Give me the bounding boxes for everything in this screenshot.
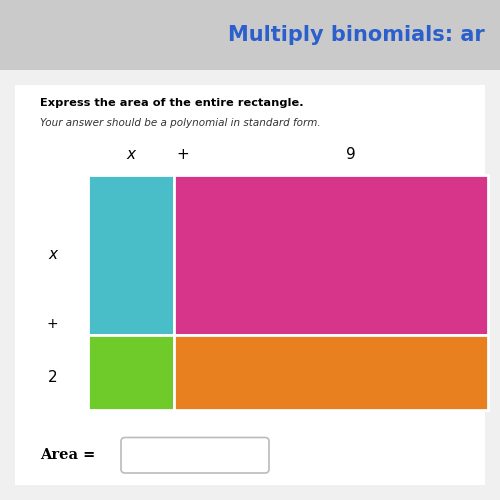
Text: Area =: Area = xyxy=(40,448,95,462)
Text: Your answer should be a polynomial in standard form.: Your answer should be a polynomial in st… xyxy=(40,118,320,128)
Text: Express the area of the entire rectangle.: Express the area of the entire rectangle… xyxy=(40,98,304,108)
Text: Multiply binomials: ar: Multiply binomials: ar xyxy=(228,25,485,45)
Bar xyxy=(0,0,500,70)
FancyBboxPatch shape xyxy=(121,438,269,473)
Bar xyxy=(174,335,488,410)
Text: +: + xyxy=(176,148,189,162)
Bar xyxy=(88,175,174,335)
Bar xyxy=(0,70,500,500)
Text: 9: 9 xyxy=(346,148,356,162)
Bar xyxy=(174,175,488,335)
Text: x: x xyxy=(126,148,135,162)
Text: +: + xyxy=(46,317,58,331)
Text: 2: 2 xyxy=(48,370,58,385)
Bar xyxy=(88,335,174,410)
FancyBboxPatch shape xyxy=(15,85,485,485)
Text: x: x xyxy=(48,248,57,262)
